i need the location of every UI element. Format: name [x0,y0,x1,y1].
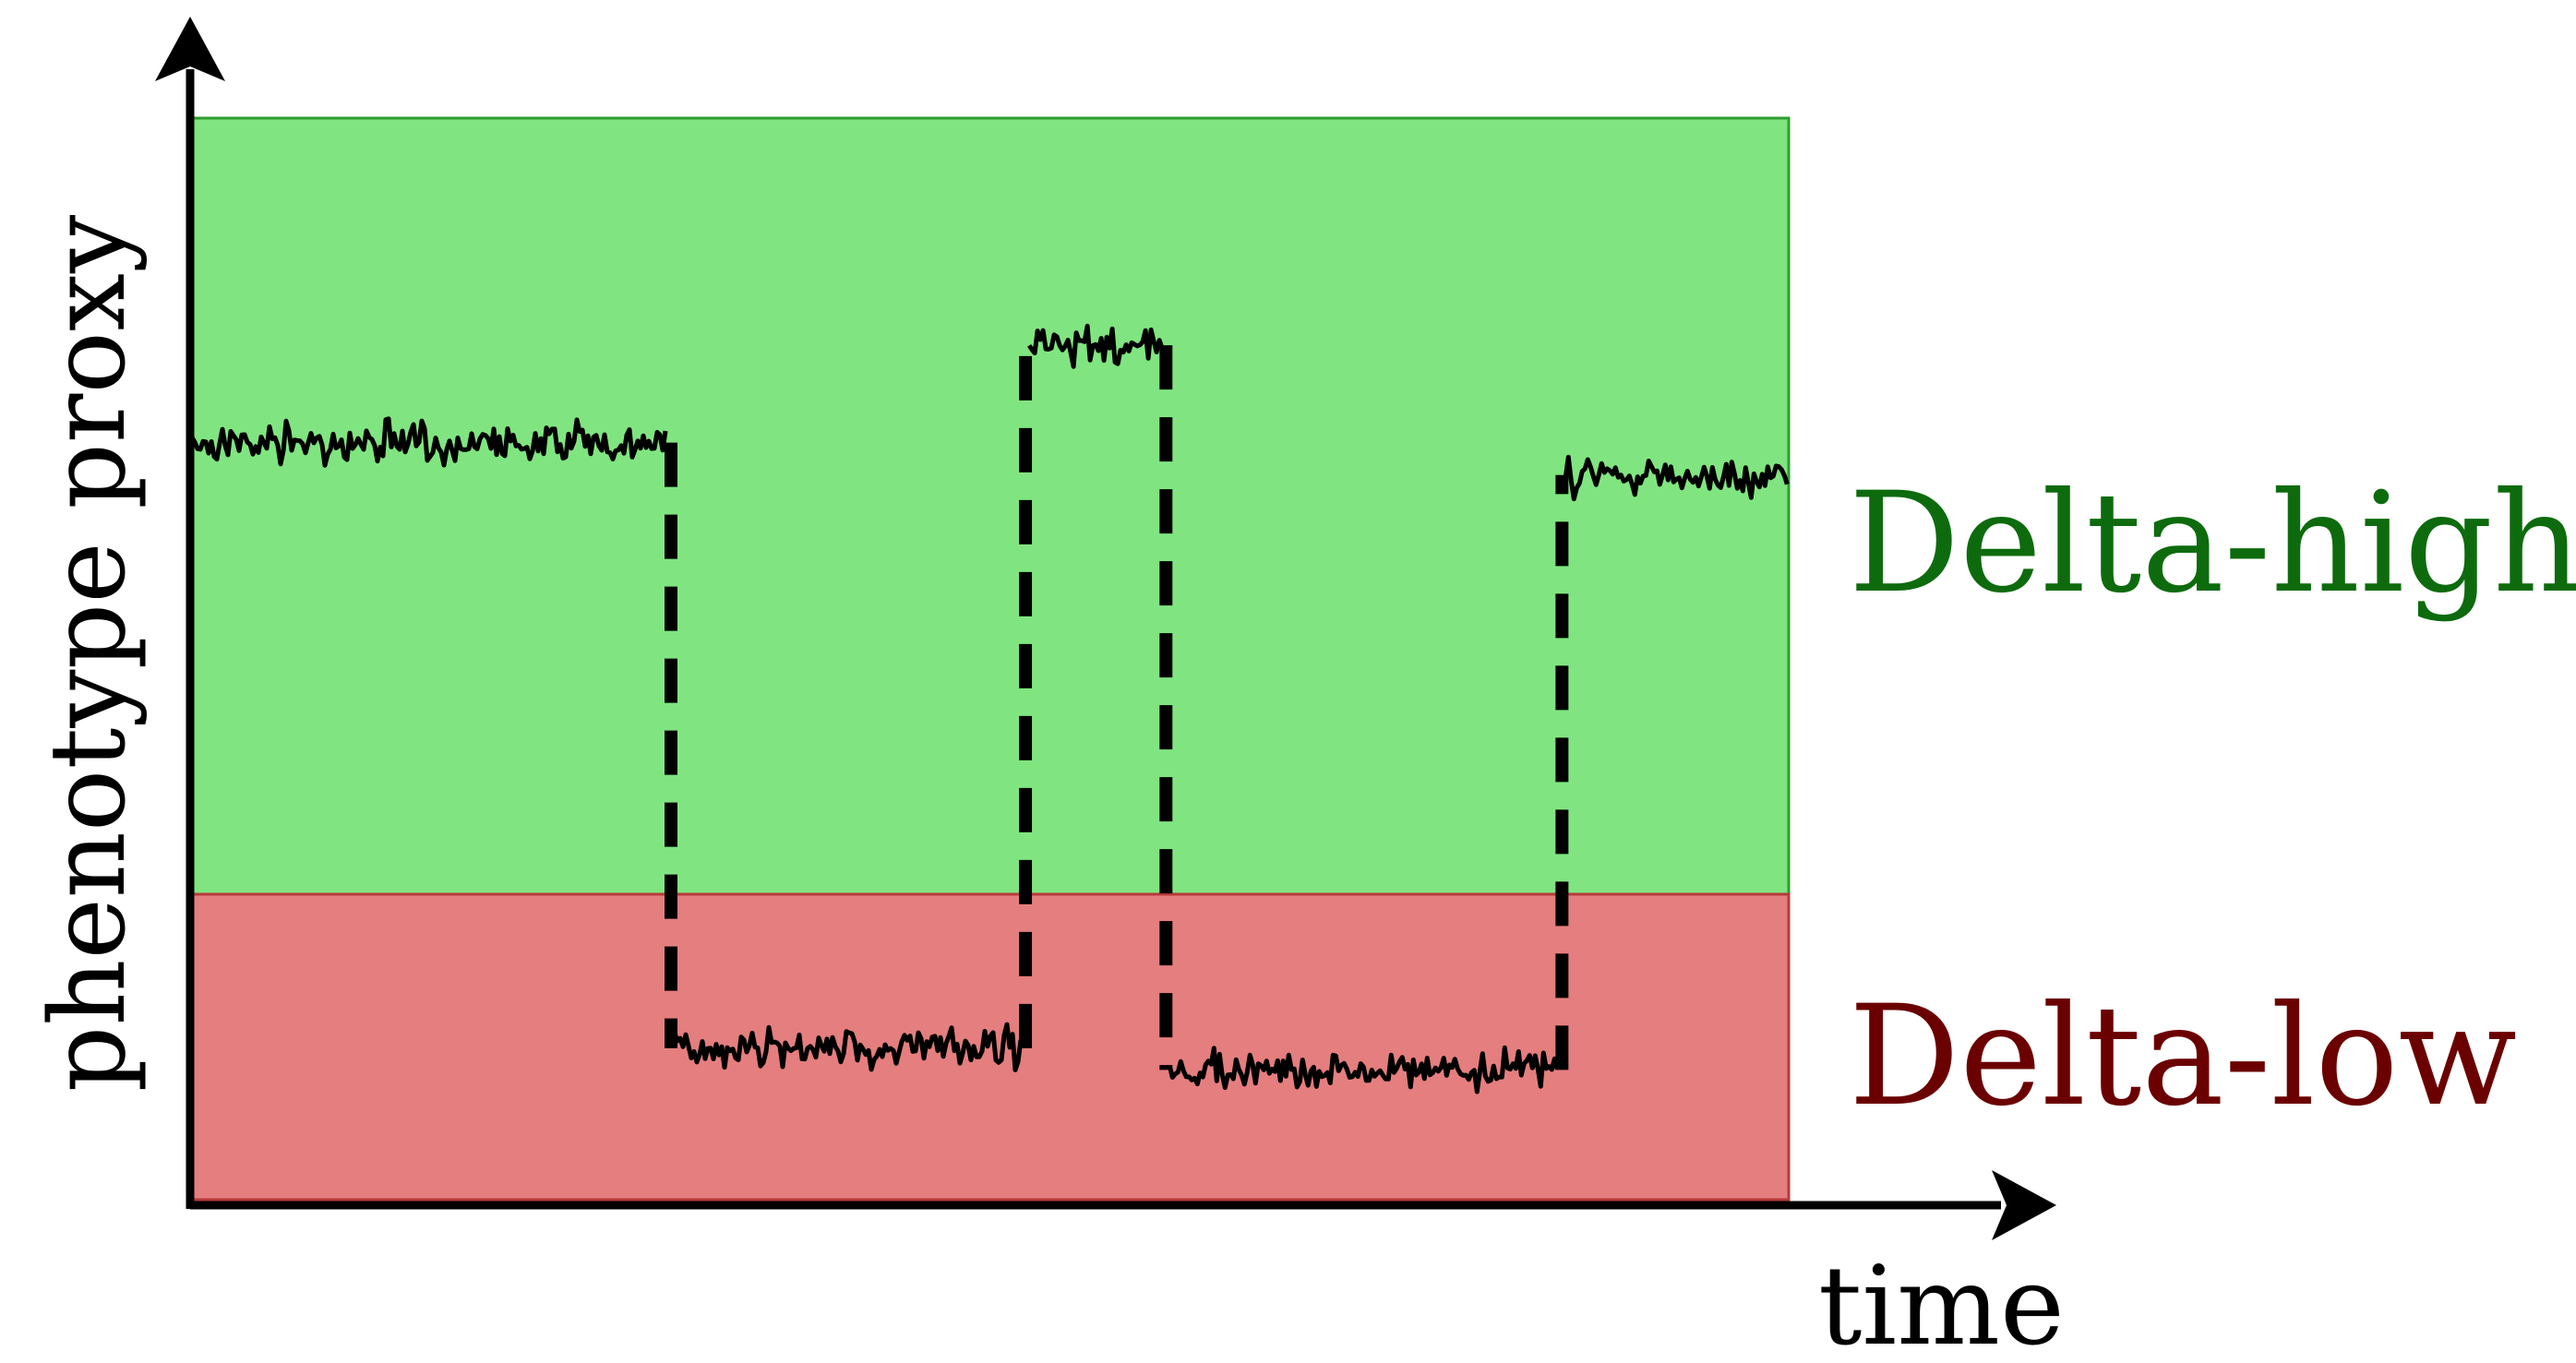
delta-low-label: Delta-low [1849,976,2517,1137]
delta-high-region [190,116,1791,896]
y-axis-arrowhead [155,17,225,81]
x-axis-label: time [1818,1242,2065,1363]
trace-segment-high [189,416,668,468]
trace-segment-low [1167,1045,1560,1094]
phenotype-trace [189,323,1790,1094]
trace-segment-low [672,1022,1024,1072]
trace-segment-high [1027,323,1165,369]
x-axis-arrowhead [1992,1170,2056,1240]
delta-low-region [190,892,1791,1202]
y-axis-label: phenotype proxy [29,215,149,1093]
trace-segment-high [1563,454,1790,502]
delta-high-label: Delta-high [1849,463,2576,624]
